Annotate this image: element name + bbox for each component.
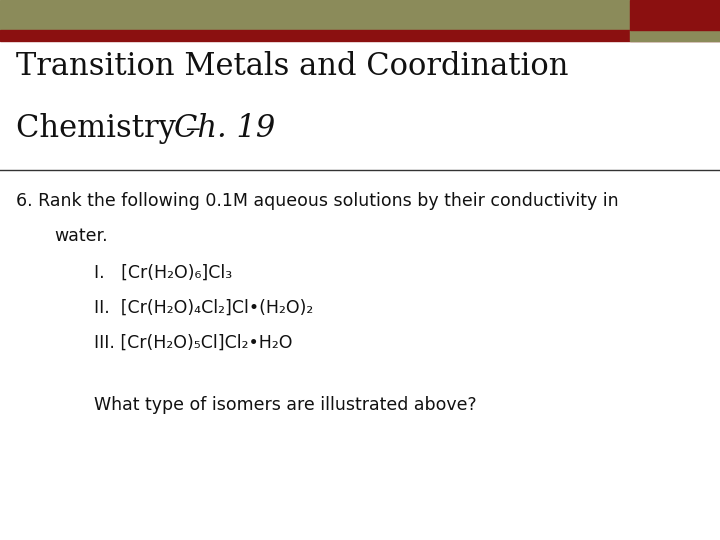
Text: 6. Rank the following 0.1M aqueous solutions by their conductivity in: 6. Rank the following 0.1M aqueous solut…	[16, 192, 618, 210]
Text: II.  [Cr(H₂O)₄Cl₂]Cl•(H₂O)₂: II. [Cr(H₂O)₄Cl₂]Cl•(H₂O)₂	[94, 299, 313, 316]
Text: water.: water.	[54, 227, 107, 245]
Bar	[630, 0, 720, 30]
Bar	[0, 30, 720, 40]
Text: Chemistry –: Chemistry –	[16, 113, 210, 144]
Bar	[630, 30, 720, 40]
Text: What type of isomers are illustrated above?: What type of isomers are illustrated abo…	[94, 396, 476, 414]
Text: Ch. 19: Ch. 19	[174, 113, 275, 144]
Text: I.   [Cr(H₂O)₆]Cl₃: I. [Cr(H₂O)₆]Cl₃	[94, 264, 232, 281]
Bar	[0, 0, 630, 30]
Text: Transition Metals and Coordination: Transition Metals and Coordination	[16, 51, 568, 82]
Text: III. [Cr(H₂O)₅Cl]Cl₂•H₂O: III. [Cr(H₂O)₅Cl]Cl₂•H₂O	[94, 334, 292, 352]
